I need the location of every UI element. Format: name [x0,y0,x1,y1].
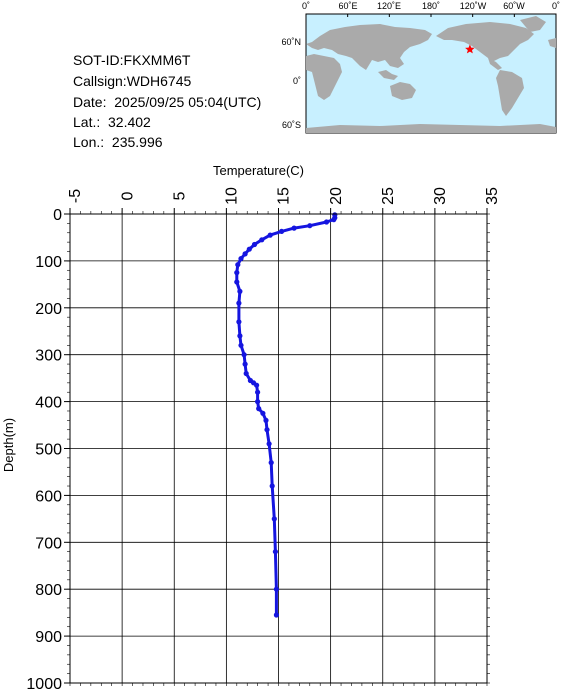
x-tick-labels: -5 0 5 10 15 20 25 30 35 [67,187,501,205]
temperature-data-point [235,262,241,268]
temperature-data-point [268,460,274,466]
south-america-land [496,70,524,116]
temperature-data-point [241,352,247,358]
temperature-profile-line [235,214,337,615]
temperature-data-point [279,228,285,234]
temperature-data-point [238,342,244,348]
longitude-label: Lon.: 235.996 [73,134,163,150]
temperature-data-point [254,382,260,388]
map-lon-label: 0˚ [302,1,310,11]
map-lon-label: 180˚ [422,1,440,11]
temperature-data-point [234,270,240,276]
north-america-land [436,22,534,62]
temperature-data-point [267,232,273,238]
temperature-data-point [255,389,261,395]
africa-land [306,54,342,100]
y-tick-label: 1000 [26,676,62,690]
y-tick-label: 200 [35,301,62,318]
date-label: Date: 2025/09/25 05:04(UTC) [73,94,262,110]
callsign-label: Callsign:WDH6745 [73,73,192,89]
map-graticule [347,14,515,17]
temperature-data-point [260,410,266,416]
series-layer [234,212,338,618]
temperature-data-point [238,256,244,262]
temperature-data-point [271,516,277,522]
temperature-data-point [242,251,248,257]
map-lon-label: 120˚E [377,1,401,11]
map-lon-label: 0˚ [552,1,560,11]
temperature-data-point [251,241,258,248]
location-marker [465,44,475,54]
map-lat-label: 0˚ [293,76,301,86]
map-labels: 0˚ 60˚E 120˚E 180˚ 120˚W 60˚W 0˚ 60˚N 0˚… [281,1,560,130]
y-tick-label: 0 [53,207,62,224]
temperature-data-point [323,219,330,225]
x-axis-title: Temperature(C) [213,163,304,178]
temperature-data-point [236,319,242,325]
plot-grid [69,213,488,684]
map-lon-label: 120˚W [460,1,487,11]
map-lon-label: 60˚W [503,1,525,11]
y-tick-labels: 0 100 200 300 400 500 600 700 800 900 1000 [26,207,62,690]
y-tick-label: 300 [35,348,62,365]
map-lat-label: 60˚N [281,37,301,47]
temperature-data-point [273,612,279,618]
se-asia-islands [378,70,398,80]
temperature-data-point [259,237,265,243]
sot-id-label: SOT-ID:FKXMM6T [73,52,191,68]
map-landmasses [306,16,556,133]
y-tick-label: 500 [35,442,62,459]
x-tick-label: 20 [328,187,345,205]
temperature-data-point [269,483,275,489]
x-tick-label: -5 [67,189,84,203]
x-tick-label: 0 [119,191,136,200]
map-lon-label: 60˚E [338,1,357,11]
y-tick-label: 600 [35,488,62,505]
europe-east-land [548,38,556,48]
x-tick-label: 5 [171,191,188,200]
latitude-label: Lat.: 32.402 [73,114,151,130]
x-tick-label: 10 [224,187,241,205]
eurasia-land [306,24,432,70]
y-axis-title: Depth(m) [1,418,16,472]
temperature-data-point [263,417,269,423]
x-tick-label: 30 [432,187,449,205]
temperature-data-point [331,217,337,223]
temperature-data-point [255,399,261,405]
temperature-data-point [237,288,243,294]
temperature-data-point [256,406,262,412]
antarctica-land [306,124,556,133]
temperature-data-point [242,361,248,367]
y-tick-label: 100 [35,254,62,271]
central-america-land [488,58,502,70]
temperature-data-point [264,427,270,433]
y-tick-label: 400 [35,395,62,412]
x-tick-label: 15 [276,187,293,205]
australia-land [390,82,416,100]
y-tick-label: 700 [35,535,62,552]
plot-frame [69,213,488,684]
x-tick-label: 25 [380,187,397,205]
y-tick-label: 800 [35,582,62,599]
greenland-land [520,16,546,32]
temperature-data-point [237,333,243,339]
temperature-data-point [243,370,249,377]
temperature-data-point [246,246,252,252]
world-map: 0˚ 60˚E 120˚E 180˚ 120˚W 60˚W 0˚ 60˚N 0˚… [281,1,560,134]
x-tick-label: 35 [484,187,501,205]
star-icon [465,44,475,54]
map-lat-label: 60˚S [282,120,301,130]
temperature-data-point [236,300,242,306]
temperature-data-point [307,223,313,229]
temperature-data-point [291,225,297,231]
temperature-data-point [266,441,272,447]
temperature-data-point [273,586,279,592]
temperature-data-point [272,549,278,555]
y-tick-label: 900 [35,629,62,646]
temperature-data-point [234,279,240,285]
